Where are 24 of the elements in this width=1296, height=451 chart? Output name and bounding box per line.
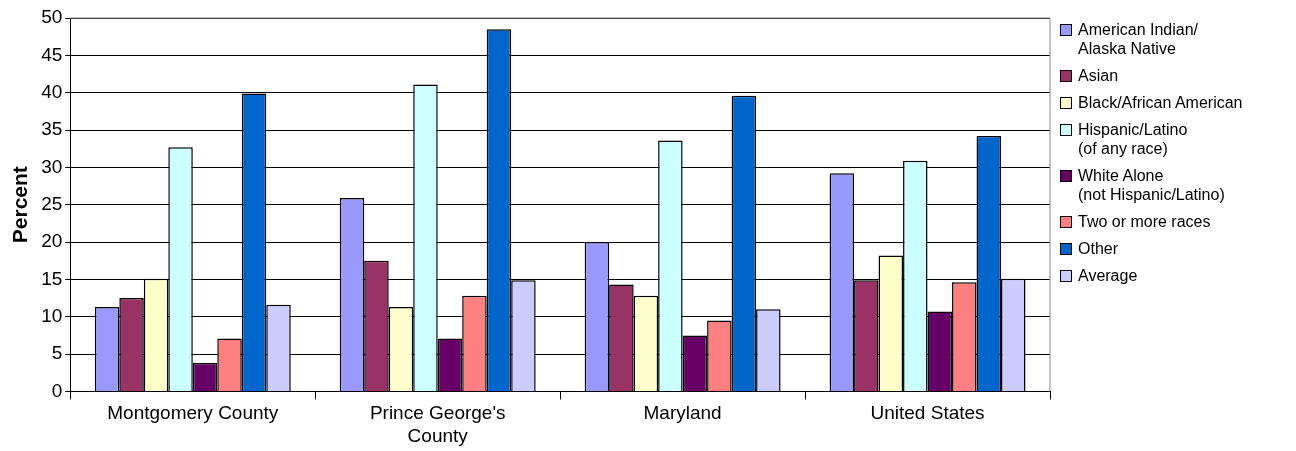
x-tick-label: Prince George's County [369,402,506,446]
y-tick-label: 50 [41,6,63,28]
y-tick-label: 40 [41,80,63,102]
y-tick-label: 10 [41,304,63,326]
legend-label: White Alone (not Hispanic/Latino) [1078,166,1225,204]
y-tick-label: 5 [51,342,63,364]
y-axis-title: Percent [8,166,32,244]
y-tick-label: 15 [41,267,63,289]
y-tick-label: 35 [41,118,63,140]
y-tick-label: 0 [51,379,63,401]
legend-label: Average [1078,266,1138,285]
y-tick-label: 20 [41,230,63,252]
x-tick-label: United States [870,402,985,424]
y-tick-label: 25 [41,192,63,214]
legend-label: Two or more races [1078,212,1211,231]
legend-label: Black/African American [1078,93,1243,112]
y-tick-label: 30 [41,155,63,177]
legend-label: Asian [1078,66,1119,85]
legend-label: American Indian/ Alaska Native [1078,20,1199,58]
x-tick-label: Maryland [643,402,722,424]
y-tick-label: 45 [41,43,63,65]
legend-label: Other [1078,239,1119,258]
legend-label: Hispanic/Latino (of any race) [1078,120,1188,158]
x-tick-label: Montgomery County [107,402,279,424]
